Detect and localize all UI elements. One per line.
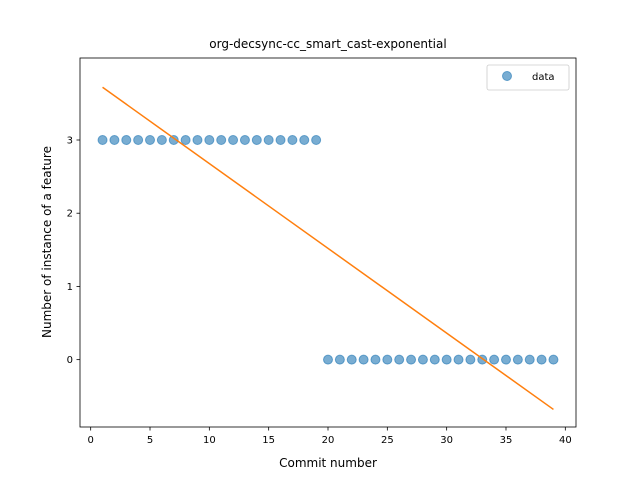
data-point — [239, 135, 250, 145]
y-tick-label: 2 — [67, 209, 73, 220]
data-point — [500, 354, 511, 365]
y-tick-label: 0 — [67, 355, 73, 366]
data-point — [299, 135, 310, 145]
x-tick-label: 10 — [203, 435, 216, 446]
data-point — [524, 354, 535, 365]
data-point — [145, 135, 156, 145]
x-axis: 0 5 10 15 20 25 30 35 40 — [87, 427, 572, 446]
data-point — [441, 354, 452, 365]
data-point — [382, 354, 393, 365]
data-point — [358, 354, 369, 365]
data-point — [204, 135, 215, 145]
data-point — [109, 135, 120, 145]
data-point — [548, 354, 559, 365]
x-tick-label: 25 — [381, 435, 394, 446]
data-point — [323, 354, 333, 365]
data-point — [192, 135, 203, 145]
data-point — [168, 135, 179, 145]
plot-frame — [79, 57, 577, 428]
data-point — [156, 135, 167, 145]
series-layer — [97, 86, 559, 411]
data-point — [228, 135, 239, 145]
x-tick-label: 15 — [262, 435, 275, 446]
data-point — [429, 354, 440, 365]
y-tick-label: 3 — [67, 136, 73, 147]
x-tick-label: 0 — [87, 435, 93, 446]
data-point — [133, 135, 144, 145]
y-axis-label: Number of instance of a feature — [40, 146, 54, 338]
data-point — [216, 135, 227, 145]
data-point — [311, 135, 322, 145]
data-point — [121, 135, 132, 145]
data-point — [453, 354, 464, 365]
data-point — [97, 135, 108, 145]
x-tick-label: 30 — [440, 435, 453, 446]
legend-label: data — [532, 72, 555, 83]
x-tick-label: 20 — [322, 435, 335, 446]
data-point — [263, 135, 274, 145]
data-point — [394, 354, 405, 365]
data-point — [180, 135, 191, 145]
x-tick-label: 35 — [500, 435, 513, 446]
chart-title: org-decsync-cc_smart_cast-exponential — [209, 37, 446, 51]
data-point — [370, 354, 381, 365]
x-axis-label: Commit number — [279, 456, 377, 470]
data-point — [417, 354, 428, 365]
data-point — [287, 135, 298, 145]
legend-box — [486, 64, 570, 91]
y-tick-label: 1 — [67, 282, 73, 293]
data-point — [489, 354, 500, 365]
data-point — [334, 354, 345, 365]
x-tick-label: 40 — [559, 435, 572, 446]
data-point — [536, 354, 547, 365]
data-point — [251, 135, 262, 145]
data-point — [512, 354, 523, 365]
legend-marker — [502, 71, 512, 81]
data-point — [465, 354, 476, 365]
plot-area — [80, 58, 576, 427]
legend: data — [486, 64, 570, 91]
y-axis: 0 1 2 3 — [67, 136, 80, 366]
fit-line — [102, 86, 554, 411]
data-point — [406, 354, 417, 365]
data-point — [346, 354, 357, 365]
data-point — [275, 135, 286, 145]
x-tick-label: 5 — [147, 435, 153, 446]
